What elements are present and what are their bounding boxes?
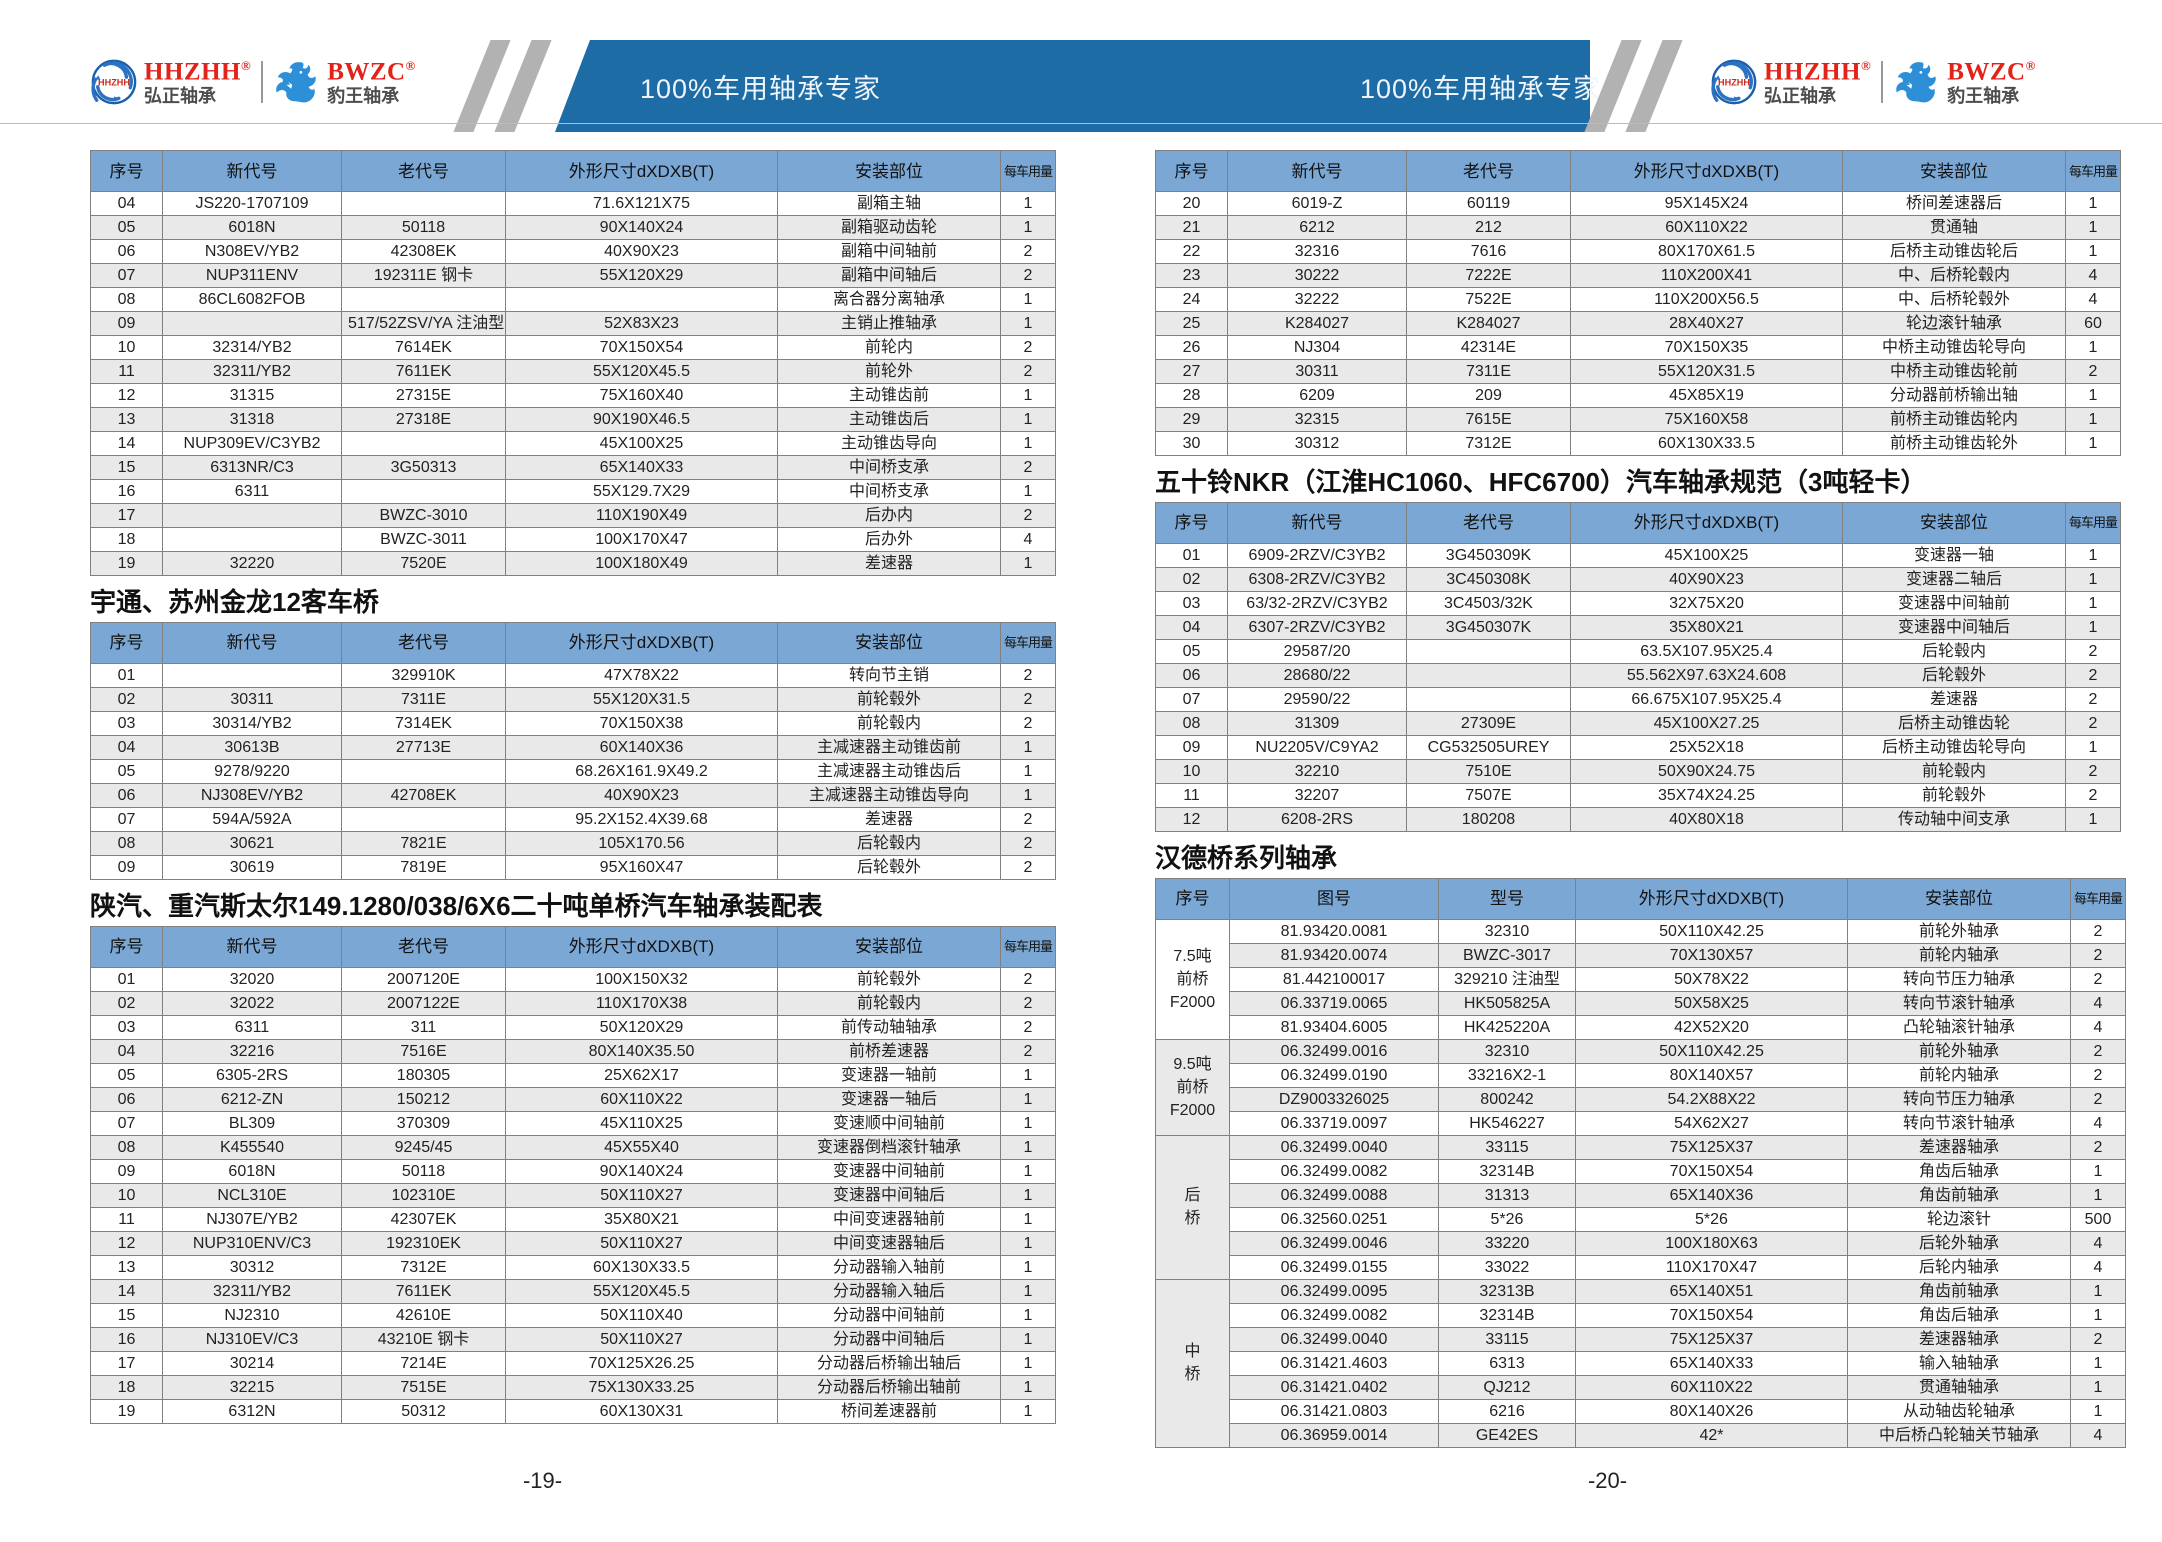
svg-text:HHZHH: HHZHH [1718,77,1750,87]
svg-text:HHZHH: HHZHH [98,77,130,87]
